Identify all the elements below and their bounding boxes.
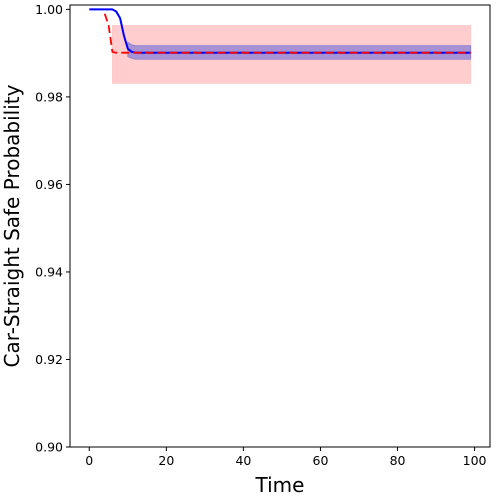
y-tick-label: 0.90 <box>35 440 63 455</box>
x-tick-label: 60 <box>313 453 329 468</box>
y-axis-ticks: 0.90 0.92 0.94 0.96 0.98 1.00 <box>35 2 70 455</box>
y-tick-label: 0.98 <box>35 89 63 104</box>
x-tick-label: 0 <box>85 453 93 468</box>
x-axis-label: Time <box>255 473 305 497</box>
y-tick-label: 0.96 <box>35 177 63 192</box>
x-tick-label: 80 <box>390 453 406 468</box>
confidence-bands <box>111 25 472 84</box>
y-tick-label: 0.92 <box>35 352 63 367</box>
series-lines <box>89 8 471 54</box>
x-tick-label: 20 <box>158 453 174 468</box>
x-tick-label: 100 <box>463 453 487 468</box>
series-line-2 <box>103 13 471 54</box>
plot-frame <box>69 4 491 448</box>
x-tick-label: 40 <box>235 453 251 468</box>
confidence-band-1 <box>127 41 472 60</box>
y-axis-label: Car-Straight Safe Probability <box>0 84 24 367</box>
y-tick-label: 1.00 <box>35 2 63 17</box>
y-tick-label: 0.94 <box>35 264 63 279</box>
x-axis-ticks: 0 20 40 60 80 100 <box>85 447 487 468</box>
